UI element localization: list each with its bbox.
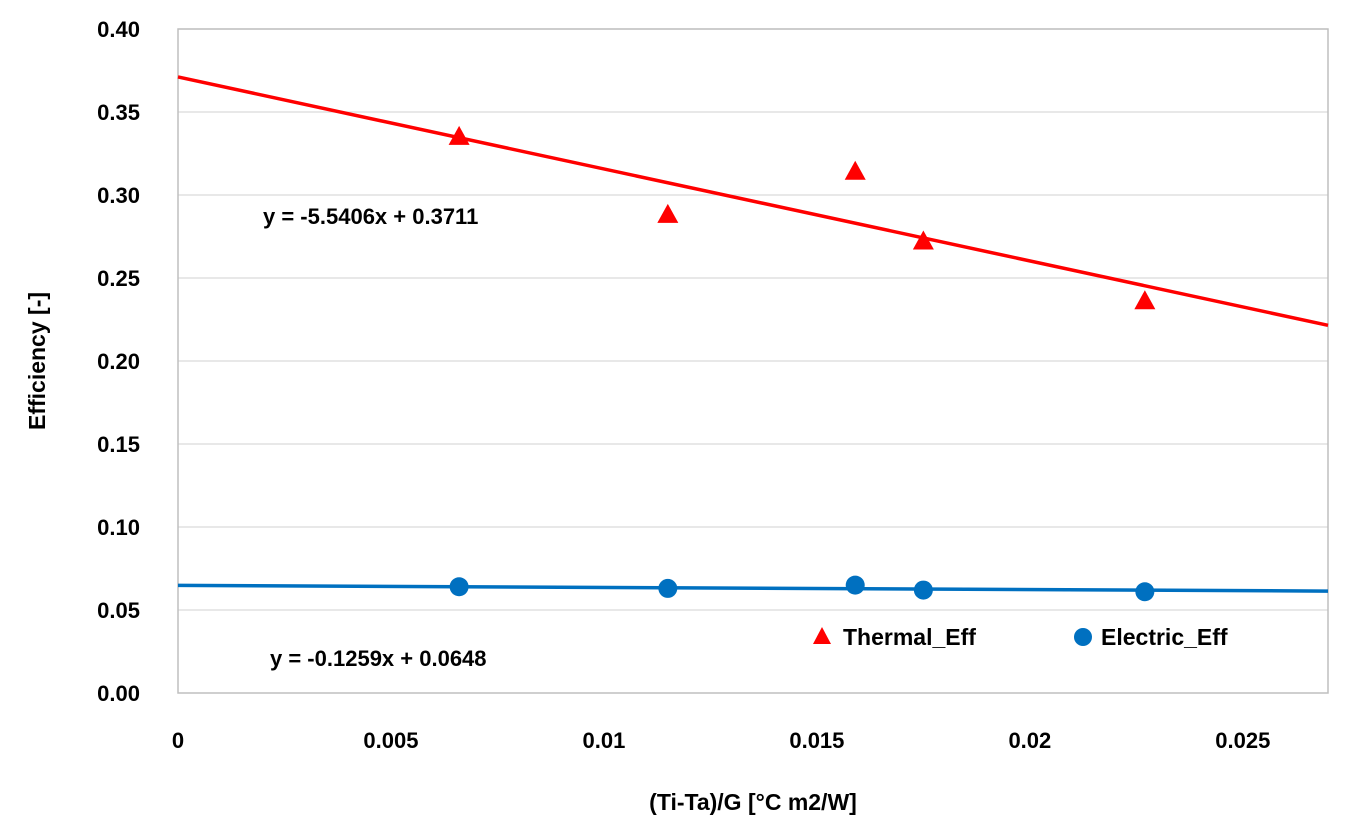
thermal-eff-point bbox=[657, 203, 679, 223]
y-tick-label: 0.15 bbox=[97, 432, 140, 457]
electric-eff-point bbox=[845, 575, 865, 595]
trendlines bbox=[177, 75, 1329, 593]
grid bbox=[178, 28, 1328, 611]
legend-label: Electric_Eff bbox=[1101, 624, 1228, 650]
trendline-electric-eff bbox=[177, 583, 1329, 593]
legend: Thermal_Eff Electric_Eff bbox=[813, 624, 1228, 650]
x-axis-label: (Ti-Ta)/G [°C m2/W] bbox=[649, 789, 857, 815]
thermal-eff-point bbox=[912, 230, 934, 250]
y-tick-label: 0.00 bbox=[97, 681, 140, 706]
thermal-eff-point bbox=[448, 125, 470, 145]
y-axis-label: Efficiency [-] bbox=[24, 292, 50, 430]
x-tick-label: 0.02 bbox=[1008, 728, 1051, 753]
thermal-eff-point bbox=[844, 160, 866, 180]
y-tick-label: 0.25 bbox=[97, 266, 140, 291]
electric-eff-point bbox=[913, 580, 933, 600]
plot-area bbox=[177, 28, 1329, 694]
x-tick-label: 0.01 bbox=[583, 728, 626, 753]
y-tick-label: 0.10 bbox=[97, 515, 140, 540]
electric-eff-point bbox=[658, 578, 678, 598]
y-axis-ticks: 0.00 0.05 0.10 0.15 0.20 0.25 0.30 0.35 0.40 bbox=[97, 17, 140, 706]
y-tick-label: 0.20 bbox=[97, 349, 140, 374]
electric-eff-point bbox=[449, 577, 469, 597]
x-tick-label: 0.005 bbox=[363, 728, 418, 753]
y-tick-label: 0.05 bbox=[97, 598, 140, 623]
trendline-equations: y = -5.5406x + 0.3711 y = -0.1259x + 0.06… bbox=[263, 204, 487, 671]
y-tick-label: 0.35 bbox=[97, 100, 140, 125]
trendline-thermal-eff bbox=[177, 75, 1329, 328]
x-tick-label: 0 bbox=[172, 728, 184, 753]
data-points bbox=[448, 125, 1156, 602]
thermal-eff-point bbox=[1134, 290, 1156, 310]
electric-eff-point bbox=[1135, 582, 1155, 602]
legend-triangle-icon bbox=[813, 627, 831, 644]
x-tick-label: 0.015 bbox=[789, 728, 844, 753]
x-axis-ticks: 0 0.005 0.01 0.015 0.02 0.025 bbox=[172, 728, 1270, 753]
legend-label: Thermal_Eff bbox=[843, 624, 976, 650]
trendline-equation: y = -5.5406x + 0.3711 bbox=[263, 204, 478, 229]
y-tick-label: 0.30 bbox=[97, 183, 140, 208]
x-tick-label: 0.025 bbox=[1215, 728, 1270, 753]
y-tick-label: 0.40 bbox=[97, 17, 140, 42]
legend-circle-icon bbox=[1074, 628, 1092, 646]
trendline-equation: y = -0.1259x + 0.0648 bbox=[270, 646, 487, 671]
